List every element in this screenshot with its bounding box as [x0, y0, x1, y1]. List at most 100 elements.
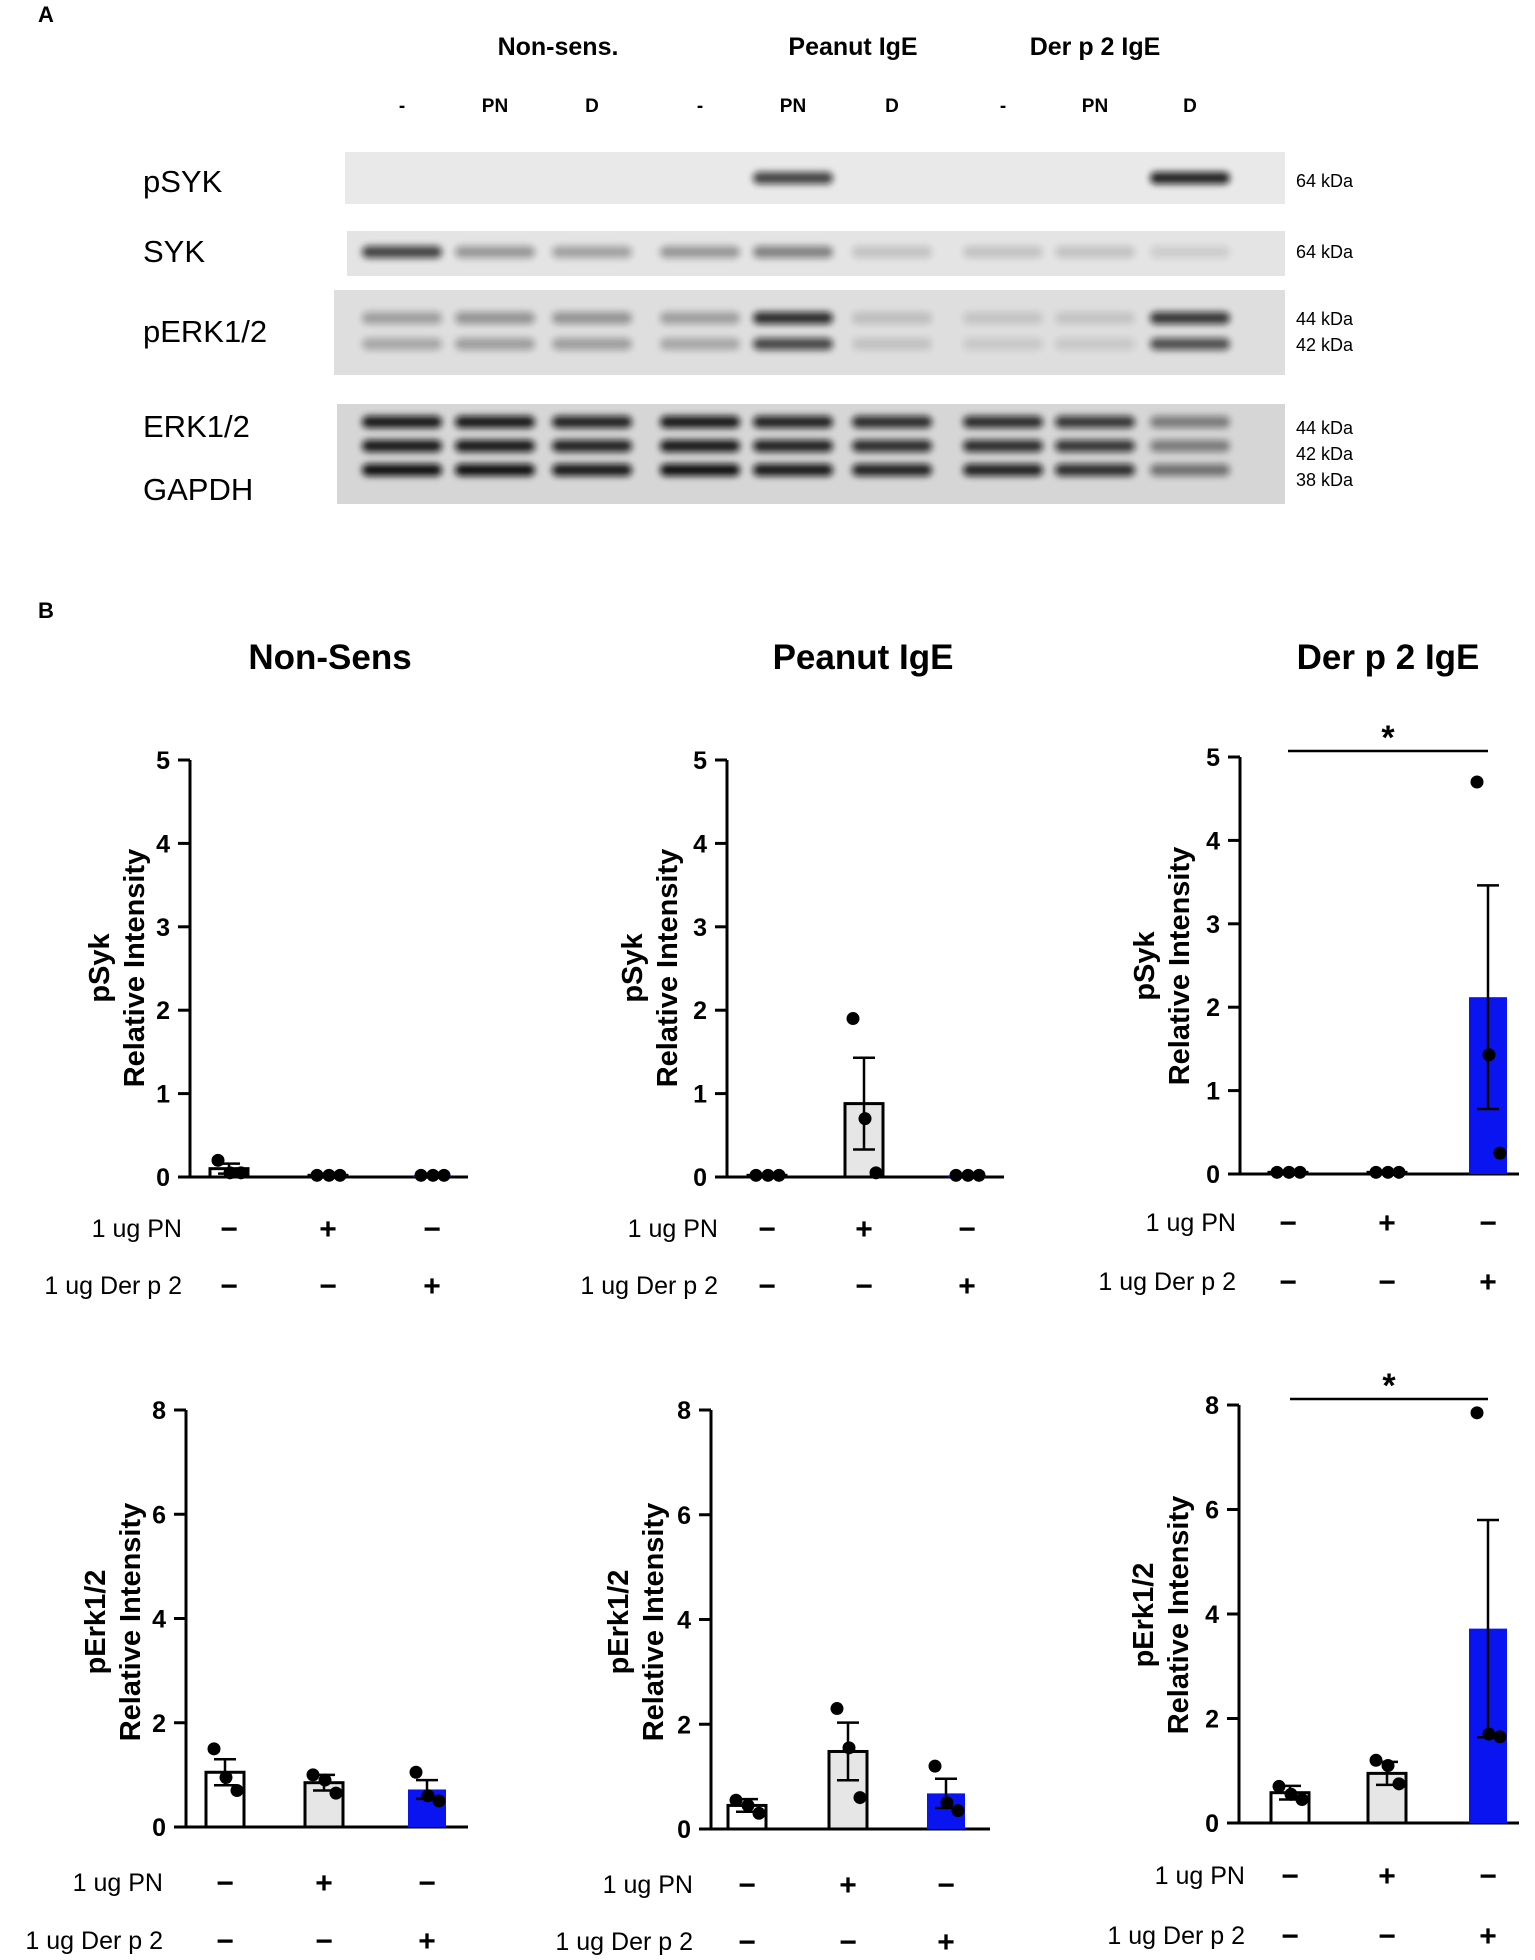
blot-band — [963, 312, 1043, 324]
data-point — [1470, 1406, 1484, 1420]
lane-label: - — [697, 96, 703, 117]
blot-band — [1150, 246, 1230, 258]
condition-sign: − — [1279, 1266, 1297, 1299]
pn-row-label: 1 ug PN — [1146, 1209, 1236, 1237]
y-tick-label: 0 — [677, 1816, 691, 1844]
kda-label: 64 kDa — [1296, 171, 1354, 191]
y-tick-label: 2 — [677, 1711, 691, 1739]
blot-band — [753, 440, 833, 452]
derp2-row-label: 1 ug Der p 2 — [555, 1928, 693, 1956]
condition-sign: − — [1279, 1207, 1297, 1240]
data-point — [1381, 1165, 1395, 1179]
y-tick-label: 8 — [677, 1397, 691, 1425]
blot-band — [753, 312, 833, 324]
data-point — [1369, 1165, 1383, 1179]
y-tick-label: 1 — [1206, 1078, 1220, 1106]
y-tick-label: 2 — [152, 1710, 166, 1738]
data-point — [310, 1168, 324, 1182]
y-axis-label: pErk1/2 Relative Intensity — [1127, 1465, 1197, 1765]
condition-sign: − — [216, 1867, 234, 1900]
blot-row-label: pERK1/2 — [143, 314, 267, 349]
kda-label: 44 kDa — [1296, 418, 1354, 438]
condition-sign: − — [220, 1270, 238, 1303]
condition-sign: − — [839, 1926, 857, 1959]
condition-sign: − — [315, 1925, 333, 1958]
bar-chart: 0 2 4 6 8 * 1 ug PN − + − 1 ug Der p 2 − − + — [1107, 1367, 1519, 1953]
data-point — [1482, 1727, 1496, 1741]
blot-band — [660, 416, 740, 428]
y-axis-label-measure: Relative Intensity — [1164, 846, 1196, 1086]
y-tick-label: 6 — [152, 1501, 166, 1529]
lane-label: - — [1000, 96, 1006, 117]
y-axis-label: pSyk Relative Intensity — [1128, 816, 1198, 1116]
blot-band — [852, 312, 932, 324]
data-point — [928, 1759, 942, 1773]
data-point — [1482, 1048, 1496, 1062]
blot-band — [753, 416, 833, 428]
lane-label: PN — [1082, 96, 1108, 117]
y-tick-label: 0 — [152, 1814, 166, 1842]
data-point — [961, 1168, 975, 1182]
data-point — [318, 1773, 332, 1787]
data-point — [858, 1112, 872, 1126]
data-point — [940, 1796, 954, 1810]
y-tick-label: 3 — [693, 914, 707, 942]
blot-band — [660, 464, 740, 476]
blot-band — [1150, 312, 1230, 324]
blot-band — [852, 440, 932, 452]
blot-band — [963, 440, 1043, 452]
blot-group-label: Peanut IgE — [788, 33, 917, 61]
panel-a-label: A — [38, 2, 54, 27]
y-tick-label: 4 — [677, 1607, 691, 1635]
blot-band — [660, 312, 740, 324]
lane-label: PN — [780, 96, 806, 117]
y-axis-label-protein: pErk1/2 — [1128, 1562, 1160, 1668]
y-tick-label: 4 — [1205, 1601, 1219, 1629]
kda-label: 42 kDa — [1296, 444, 1354, 464]
data-point — [846, 1012, 860, 1026]
y-tick-label: 4 — [1206, 827, 1220, 855]
y-tick-label: 4 — [156, 830, 170, 858]
data-point — [1272, 1779, 1286, 1793]
blot-band — [362, 312, 442, 324]
data-point — [211, 1153, 225, 1167]
bar-chart: 0 2 4 6 8 1 ug PN − + − 1 ug Der p 2 − − + — [555, 1397, 990, 1959]
blot-band — [852, 338, 932, 350]
bar-chart: 0 1 2 3 4 5 1 ug PN − + − 1 ug Der p 2 − − + — [580, 747, 1004, 1303]
y-tick-label: 0 — [693, 1164, 707, 1192]
data-point — [951, 1804, 965, 1818]
y-tick-label: 3 — [1206, 911, 1220, 939]
y-tick-label: 0 — [156, 1164, 170, 1192]
bar-chart: 0 1 2 3 4 5 1 ug PN − + − 1 ug Der p 2 − − + — [44, 747, 468, 1303]
condition-sign: − — [1281, 1920, 1299, 1953]
y-tick-label: 4 — [693, 830, 707, 858]
condition-sign: − — [1479, 1860, 1497, 1893]
blot-band — [963, 338, 1043, 350]
data-point — [853, 1791, 867, 1805]
data-point — [949, 1168, 963, 1182]
blot-band — [963, 246, 1043, 258]
blot-band — [552, 338, 632, 350]
blot-row-label: pSYK — [143, 164, 223, 199]
blot-band — [455, 416, 535, 428]
blot-band — [963, 416, 1043, 428]
significance-star: * — [1382, 1367, 1396, 1405]
condition-sign: + — [423, 1270, 441, 1303]
blot-band — [1150, 416, 1230, 428]
data-point — [1284, 1787, 1298, 1801]
condition-sign: − — [1281, 1860, 1299, 1893]
blot-band — [852, 464, 932, 476]
condition-sign: + — [839, 1869, 857, 1902]
data-point — [322, 1168, 336, 1182]
blot-band — [362, 464, 442, 476]
pn-row-label: 1 ug PN — [1155, 1862, 1245, 1890]
condition-sign: − — [855, 1270, 873, 1303]
data-point — [219, 1770, 233, 1784]
blot-strip — [334, 290, 1285, 375]
data-point — [842, 1741, 856, 1755]
condition-sign: − — [1378, 1266, 1396, 1299]
condition-sign: + — [937, 1926, 955, 1959]
column-title-non-sens: Non-Sens — [248, 638, 412, 677]
condition-sign: − — [1378, 1920, 1396, 1953]
data-point — [1493, 1730, 1507, 1744]
